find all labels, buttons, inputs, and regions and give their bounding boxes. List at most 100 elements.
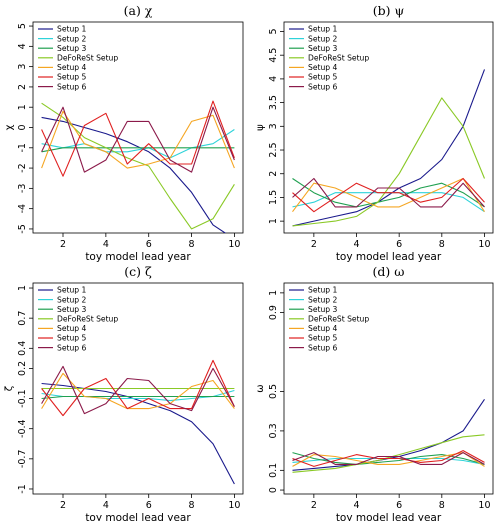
legend-label: Setup 1 (308, 286, 338, 295)
y-tick-label: -2 (17, 163, 28, 172)
legend-label: Setup 3 (308, 44, 338, 53)
x-tick-label: 8 (189, 500, 195, 511)
x-tick-label: 8 (439, 500, 445, 511)
x-tick-label: 4 (353, 500, 359, 511)
x-axis-label: toy model lead year (85, 251, 191, 263)
series-line-7 (41, 106, 235, 173)
y-tick-label: 0.5 (268, 384, 279, 399)
y-tick-label: -0.4 (17, 419, 28, 438)
series-line-5 (292, 177, 485, 213)
y-axis-label: ψ (255, 124, 266, 131)
x-tick-label: 2 (311, 239, 317, 250)
y-tick-label: 0.9 (268, 305, 279, 320)
x-tick-label: 8 (439, 239, 445, 250)
x-tick-label: 4 (353, 239, 359, 250)
y-tick-label: 2 (17, 84, 28, 90)
series-line-3 (41, 395, 235, 400)
legend-label: DeFoReSt Setup (57, 315, 118, 324)
series-line-6 (292, 177, 485, 213)
y-tick-label: 1.5 (268, 190, 279, 205)
y-tick-label: 2 (268, 171, 279, 177)
series-line-7 (292, 452, 485, 465)
chart-panel-2: (b) ψ 2 4 6 8 10 5 4.5 4 3.5 3 2.5 2 1.5 1 toy model le… (255, 3, 494, 263)
chart-panel-4: (d) ω 2 4 6 8 10 1 0.9 0.5 0.3 0.1 0 toy model lead … (255, 264, 494, 521)
y-axis-label: χ (4, 124, 15, 130)
legend-label: Setup 2 (308, 34, 338, 43)
legend-label: Setup 1 (57, 25, 87, 34)
legend-label: Setup 3 (57, 305, 87, 314)
x-tick-label: 10 (478, 239, 490, 250)
x-tick-label: 6 (396, 239, 402, 250)
y-axis-label: ζ (4, 386, 15, 391)
legend-label: Setup 2 (57, 295, 87, 304)
series-line-5 (41, 110, 235, 169)
y-axis-label: ω (255, 384, 266, 392)
series-line-2 (41, 389, 235, 402)
y-tick-label: -0.1 (17, 389, 28, 408)
x-tick-label: 2 (311, 500, 317, 511)
x-tick-label: 2 (60, 239, 66, 250)
y-tick-label: 5 (17, 23, 28, 29)
series-group (292, 69, 486, 227)
y-tick-label: 3.5 (268, 95, 279, 110)
x-tick-label: 10 (228, 500, 240, 511)
series-line-1 (292, 69, 486, 227)
x-tick-label: 2 (60, 500, 66, 511)
plot-frame (32, 282, 244, 495)
y-tick-label: 4 (17, 43, 28, 49)
legend-label: Setup 5 (308, 334, 338, 343)
y-tick-label: 0.4 (17, 341, 28, 356)
y-tick-label: 0 (268, 487, 279, 493)
x-tick-label: 10 (228, 239, 240, 250)
series-group (41, 100, 235, 233)
y-tick-label: 2.5 (268, 142, 279, 157)
legend-label: Setup 4 (308, 63, 338, 72)
legend-label: Setup 4 (308, 324, 338, 333)
series-line-1 (41, 116, 227, 233)
legend-label: Setup 1 (308, 25, 338, 34)
legend-label: Setup 6 (308, 343, 338, 352)
legend-label: DeFoReSt Setup (57, 54, 118, 63)
legend-label: Setup 6 (308, 82, 338, 91)
y-tick-label: 4 (268, 76, 279, 82)
y-tick-label: 3 (268, 123, 279, 129)
x-axis-label: toy model lead year (336, 251, 442, 263)
series-line-4 (292, 434, 485, 473)
legend-label: Setup 4 (57, 324, 87, 333)
chart-title: (d) ω (373, 264, 405, 279)
y-tick-label: -0.7 (17, 450, 28, 469)
x-tick-label: 6 (396, 500, 402, 511)
y-tick-label: 4.5 (268, 48, 279, 63)
chart-title: (b) ψ (373, 3, 405, 18)
y-tick-label: 1 (17, 104, 28, 110)
series-line-5 (292, 452, 485, 467)
series-line-3 (41, 147, 235, 153)
legend-label: Setup 2 (57, 34, 87, 43)
series-group (292, 398, 485, 473)
series-line-6 (41, 100, 235, 177)
x-axis-label: toy model lead year (336, 512, 442, 521)
legend-label: Setup 3 (308, 305, 338, 314)
y-tick-label: 1 (17, 285, 28, 291)
plot-frame (283, 21, 494, 234)
x-tick-label: 4 (103, 239, 109, 250)
series-line-2 (41, 129, 235, 159)
legend-label: Setup 6 (57, 343, 87, 352)
chart-title: (c) ζ (124, 264, 152, 279)
legend-label: DeFoReSt Setup (308, 54, 369, 63)
legend-label: Setup 4 (57, 63, 87, 72)
x-tick-label: 6 (146, 239, 152, 250)
series-line-7 (292, 177, 485, 208)
series-line-3 (292, 452, 485, 465)
y-tick-label: -1 (17, 484, 28, 493)
chart-title: (a) χ (124, 3, 153, 18)
legend-label: Setup 2 (308, 295, 338, 304)
legend-label: Setup 3 (57, 44, 87, 53)
legend-label: Setup 5 (57, 334, 87, 343)
y-tick-label: 1 (268, 290, 279, 296)
y-tick-label: 5 (268, 28, 279, 34)
